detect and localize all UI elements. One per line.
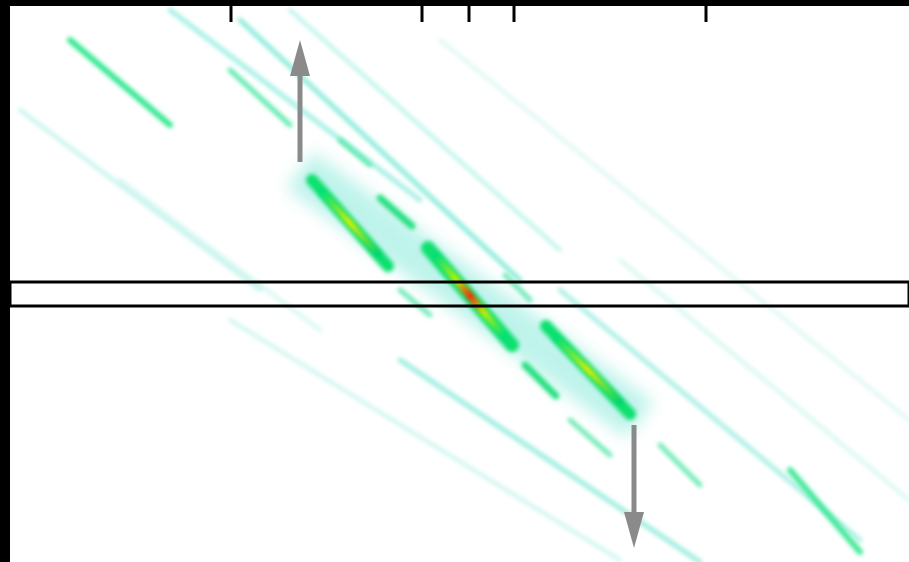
green-streaks — [67, 37, 863, 555]
left-border — [0, 0, 10, 562]
arrows — [290, 40, 644, 548]
top-ticks — [229, 5, 708, 22]
bright-streaks — [306, 174, 636, 420]
top-border — [0, 0, 909, 6]
